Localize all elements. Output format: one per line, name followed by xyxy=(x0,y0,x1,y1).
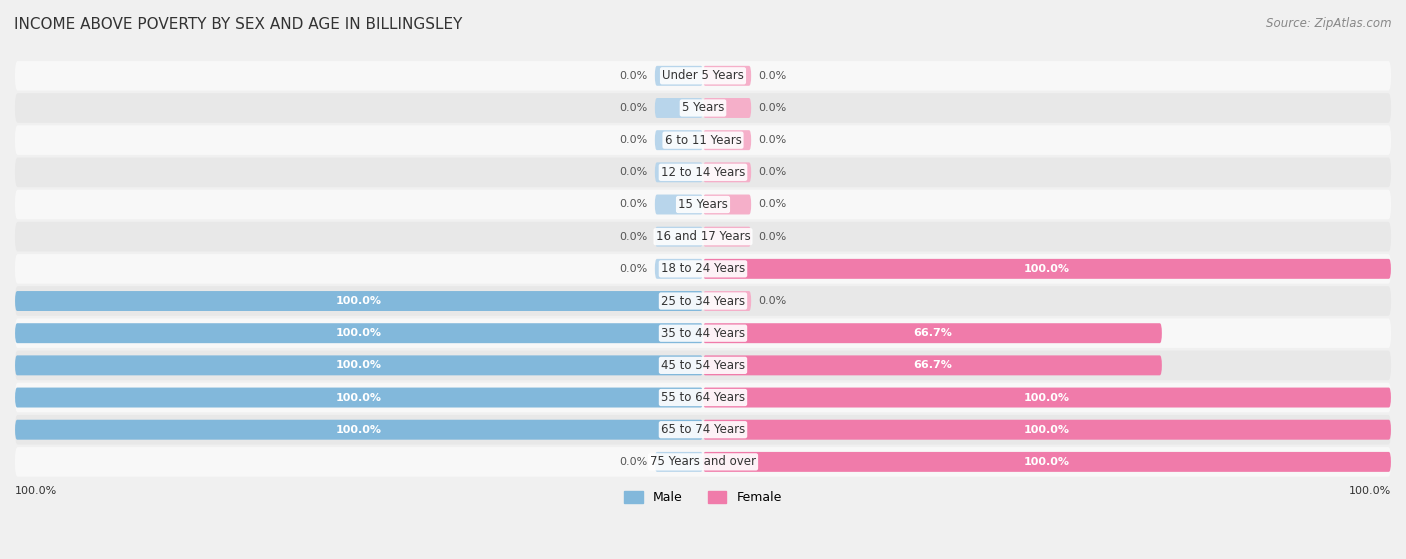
Text: Source: ZipAtlas.com: Source: ZipAtlas.com xyxy=(1267,17,1392,30)
Legend: Male, Female: Male, Female xyxy=(619,486,787,509)
Text: 0.0%: 0.0% xyxy=(758,296,786,306)
FancyBboxPatch shape xyxy=(655,259,703,279)
FancyBboxPatch shape xyxy=(703,323,1161,343)
FancyBboxPatch shape xyxy=(703,452,1391,472)
Text: 100.0%: 100.0% xyxy=(336,328,382,338)
Text: 0.0%: 0.0% xyxy=(758,71,786,81)
Text: 100.0%: 100.0% xyxy=(1024,425,1070,435)
Text: 12 to 14 Years: 12 to 14 Years xyxy=(661,166,745,179)
Text: 0.0%: 0.0% xyxy=(620,103,648,113)
Text: 0.0%: 0.0% xyxy=(620,71,648,81)
Text: 0.0%: 0.0% xyxy=(620,167,648,177)
Text: 0.0%: 0.0% xyxy=(758,200,786,210)
FancyBboxPatch shape xyxy=(15,319,1391,348)
FancyBboxPatch shape xyxy=(15,356,703,375)
FancyBboxPatch shape xyxy=(15,254,1391,283)
FancyBboxPatch shape xyxy=(703,98,751,118)
FancyBboxPatch shape xyxy=(655,98,703,118)
Text: 0.0%: 0.0% xyxy=(758,167,786,177)
Text: 35 to 44 Years: 35 to 44 Years xyxy=(661,326,745,340)
Text: 65 to 74 Years: 65 to 74 Years xyxy=(661,423,745,436)
Text: INCOME ABOVE POVERTY BY SEX AND AGE IN BILLINGSLEY: INCOME ABOVE POVERTY BY SEX AND AGE IN B… xyxy=(14,17,463,32)
Text: 100.0%: 100.0% xyxy=(1024,457,1070,467)
FancyBboxPatch shape xyxy=(15,291,703,311)
FancyBboxPatch shape xyxy=(15,350,1391,380)
Text: 55 to 64 Years: 55 to 64 Years xyxy=(661,391,745,404)
FancyBboxPatch shape xyxy=(703,259,1391,279)
FancyBboxPatch shape xyxy=(703,130,751,150)
Text: 100.0%: 100.0% xyxy=(336,361,382,371)
Text: Under 5 Years: Under 5 Years xyxy=(662,69,744,82)
Text: 100.0%: 100.0% xyxy=(336,296,382,306)
FancyBboxPatch shape xyxy=(15,125,1391,155)
FancyBboxPatch shape xyxy=(703,195,751,215)
Text: 0.0%: 0.0% xyxy=(620,264,648,274)
FancyBboxPatch shape xyxy=(15,447,1391,477)
Text: 100.0%: 100.0% xyxy=(1024,264,1070,274)
Text: 45 to 54 Years: 45 to 54 Years xyxy=(661,359,745,372)
Text: 0.0%: 0.0% xyxy=(758,135,786,145)
FancyBboxPatch shape xyxy=(15,383,1391,413)
FancyBboxPatch shape xyxy=(703,66,751,86)
FancyBboxPatch shape xyxy=(15,415,1391,444)
FancyBboxPatch shape xyxy=(15,158,1391,187)
FancyBboxPatch shape xyxy=(15,323,703,343)
Text: 18 to 24 Years: 18 to 24 Years xyxy=(661,262,745,276)
FancyBboxPatch shape xyxy=(655,195,703,215)
FancyBboxPatch shape xyxy=(655,130,703,150)
FancyBboxPatch shape xyxy=(15,286,1391,316)
FancyBboxPatch shape xyxy=(15,222,1391,252)
Text: 75 Years and over: 75 Years and over xyxy=(650,456,756,468)
Text: 100.0%: 100.0% xyxy=(1024,392,1070,402)
FancyBboxPatch shape xyxy=(15,190,1391,219)
Text: 25 to 34 Years: 25 to 34 Years xyxy=(661,295,745,307)
FancyBboxPatch shape xyxy=(655,227,703,247)
FancyBboxPatch shape xyxy=(703,356,1161,375)
Text: 0.0%: 0.0% xyxy=(620,135,648,145)
FancyBboxPatch shape xyxy=(15,93,1391,123)
Text: 5 Years: 5 Years xyxy=(682,102,724,115)
Text: 0.0%: 0.0% xyxy=(620,231,648,241)
Text: 16 and 17 Years: 16 and 17 Years xyxy=(655,230,751,243)
FancyBboxPatch shape xyxy=(703,227,751,247)
FancyBboxPatch shape xyxy=(15,61,1391,91)
FancyBboxPatch shape xyxy=(655,162,703,182)
Text: 0.0%: 0.0% xyxy=(758,231,786,241)
FancyBboxPatch shape xyxy=(15,420,703,440)
Text: 66.7%: 66.7% xyxy=(912,361,952,371)
Text: 100.0%: 100.0% xyxy=(336,425,382,435)
Text: 66.7%: 66.7% xyxy=(912,328,952,338)
Text: 100.0%: 100.0% xyxy=(336,392,382,402)
FancyBboxPatch shape xyxy=(703,162,751,182)
Text: 0.0%: 0.0% xyxy=(620,200,648,210)
FancyBboxPatch shape xyxy=(15,387,703,408)
FancyBboxPatch shape xyxy=(703,420,1391,440)
FancyBboxPatch shape xyxy=(655,66,703,86)
FancyBboxPatch shape xyxy=(703,387,1391,408)
Text: 6 to 11 Years: 6 to 11 Years xyxy=(665,134,741,146)
FancyBboxPatch shape xyxy=(655,452,703,472)
Text: 100.0%: 100.0% xyxy=(1348,486,1391,496)
Text: 15 Years: 15 Years xyxy=(678,198,728,211)
Text: 0.0%: 0.0% xyxy=(620,457,648,467)
FancyBboxPatch shape xyxy=(703,291,751,311)
Text: 0.0%: 0.0% xyxy=(758,103,786,113)
Text: 100.0%: 100.0% xyxy=(15,486,58,496)
